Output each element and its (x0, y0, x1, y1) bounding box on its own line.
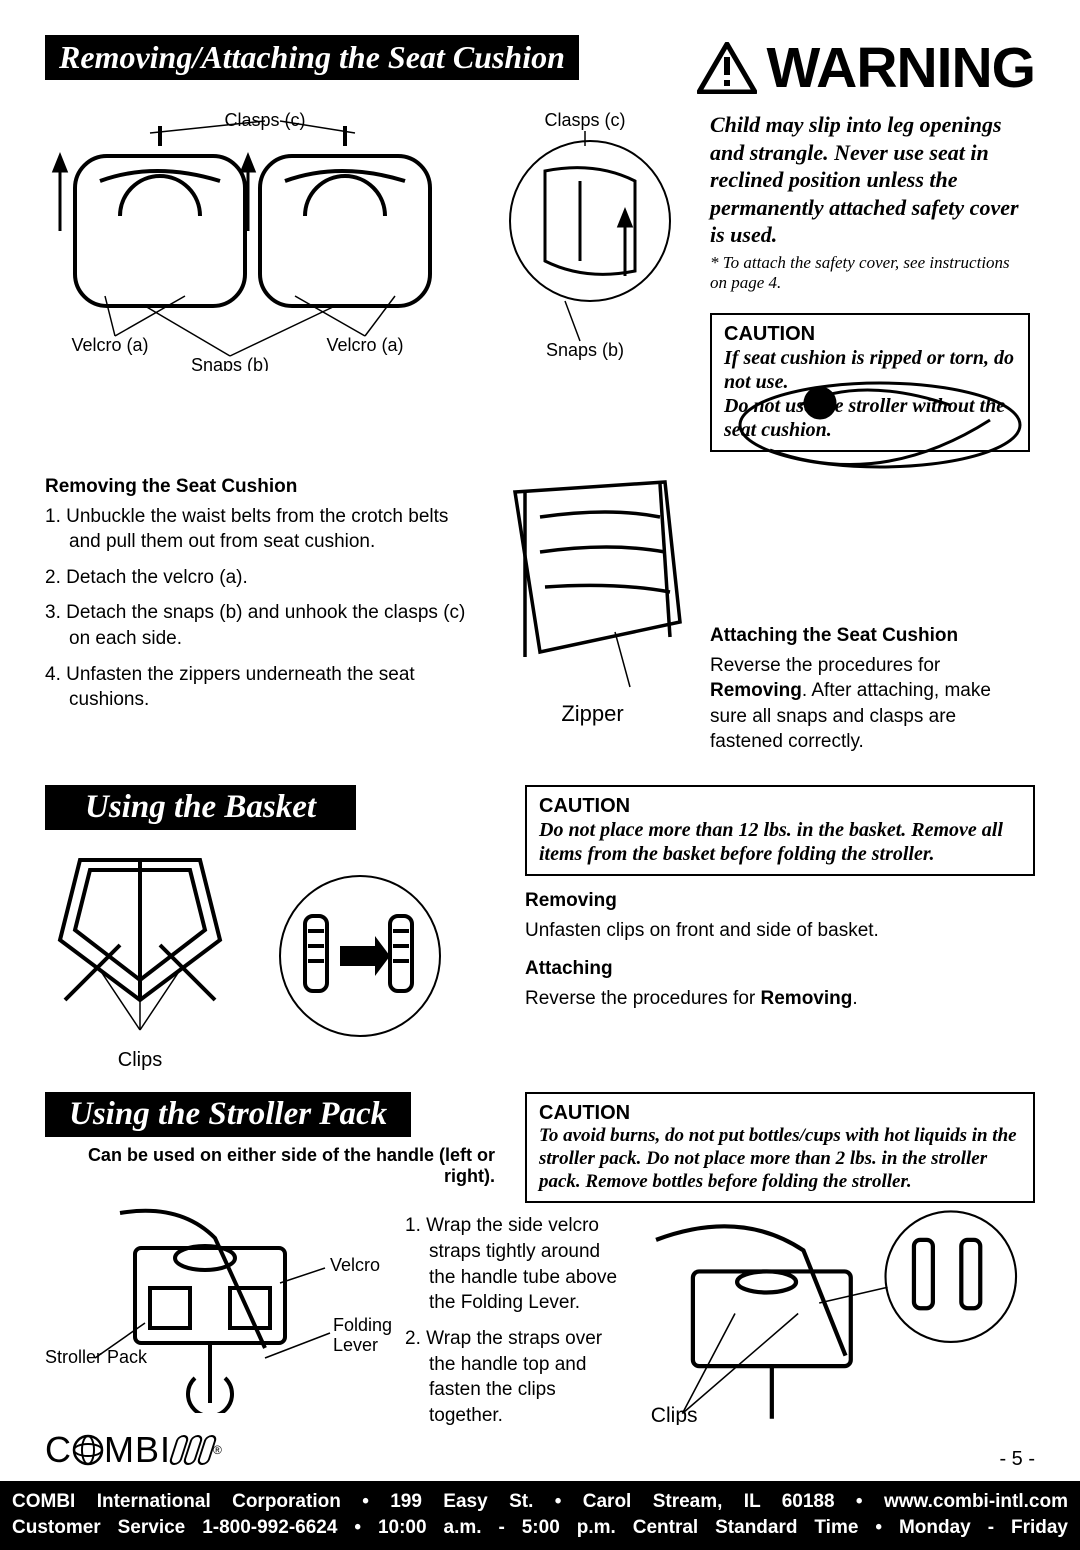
remove-step-3: 3. Detach the snaps (b) and unhook the c… (45, 600, 475, 651)
removing-heading: Removing the Seat Cushion (45, 476, 475, 498)
label-velcro: Velcro (330, 1255, 380, 1275)
remove-step-1: 1. Unbuckle the waist belts from the cro… (45, 504, 475, 555)
basket-removing-heading: Removing (525, 890, 1035, 912)
warning-triangle-icon (697, 42, 757, 94)
stroller-bottom-row: Velcro Folding Lever Stroller Pack 1. Wr… (45, 1203, 1035, 1438)
section1-mid-row: Removing the Seat Cushion 1. Unbuckle th… (45, 462, 1035, 756)
caution-box-2: CAUTION Do not place more than 12 lbs. i… (525, 785, 1035, 876)
basket-attaching-body: Reverse the procedures for Removing. (525, 986, 1035, 1012)
footer-line-2: Customer Service 1-800-992-6624 • 10:00 … (12, 1515, 1068, 1542)
caution-box-3: CAUTION To avoid burns, do not put bottl… (525, 1092, 1035, 1203)
either-side-note: Can be used on either side of the handle… (45, 1145, 505, 1187)
stroller-clips-svg: Clips (635, 1203, 1035, 1424)
label-velcro-a-1: Velcro (a) (71, 335, 148, 355)
label-velcro-a-2: Velcro (a) (326, 335, 403, 355)
caution-body-3: To avoid burns, do not put bottles/cups … (539, 1125, 1021, 1193)
caution-title-3: CAUTION (539, 1102, 1021, 1125)
clip-detail-svg (255, 871, 465, 1041)
caution-title-2: CAUTION (539, 795, 1021, 818)
label-clips-2: Clips (651, 1404, 698, 1424)
clasp-detail-svg: Clasps (c) Snaps (b) (485, 111, 700, 371)
clips-label: Clips (45, 1049, 235, 1072)
stroller-left-top: Using the Stroller Pack Can be used on e… (45, 1092, 505, 1203)
diagram-double-seat: Clasps (c) (45, 111, 475, 452)
caution-title-1: CAUTION (724, 323, 1016, 346)
diagram-clasp-detail: Clasps (c) Snaps (b) (485, 111, 700, 452)
attaching-column: Attaching the Seat Cushion Reverse the p… (710, 462, 1030, 756)
section3: Using the Stroller Pack Can be used on e… (45, 1092, 1035, 1439)
basket-svg (45, 840, 235, 1040)
logo-globe-icon (72, 1434, 104, 1466)
label-clasps-c-1: Clasps (c) (224, 111, 305, 130)
section3-title: Using the Stroller Pack (45, 1092, 411, 1137)
label-snaps-b-1: Snaps (b) (191, 355, 269, 371)
stroller-pack-svg: Velcro Folding Lever Stroller Pack (45, 1203, 395, 1413)
warning-block: WARNING (697, 35, 1035, 101)
basket-diagrams: Clips (45, 840, 505, 1072)
basket-removing-body: Unfasten clips on front and side of bask… (525, 918, 1035, 944)
footer-line-1: COMBI International Corporation • 199 Ea… (12, 1489, 1068, 1516)
warning-label: WARNING (767, 35, 1035, 101)
label-clasps-c-2: Clasps (c) (544, 111, 625, 130)
label-folding-lever-1: Folding (333, 1315, 392, 1335)
remove-step-4: 4. Unfasten the zippers underneath the s… (45, 662, 475, 713)
stroller-step-1: 1. Wrap the side velcro straps tightly a… (405, 1213, 625, 1316)
zipper-svg (485, 462, 700, 692)
label-folding-lever-2: Lever (333, 1335, 378, 1355)
combi-logo: CMBI® (45, 1429, 223, 1471)
remove-step-2: 2. Detach the velcro (a). (45, 565, 475, 591)
basket-right: CAUTION Do not place more than 12 lbs. i… (525, 785, 1035, 1072)
removing-list: 1. Unbuckle the waist belts from the cro… (45, 504, 475, 713)
basket-attaching-heading: Attaching (525, 958, 1035, 980)
section1-header-row: Removing/Attaching the Seat Cushion WARN… (45, 35, 1035, 101)
diagram-zipper: Zipper (485, 462, 700, 756)
caution-body-2: Do not place more than 12 lbs. in the ba… (539, 818, 1021, 866)
removing-column: Removing the Seat Cushion 1. Unbuckle th… (45, 462, 475, 756)
basket-left: Using the Basket (45, 785, 505, 1072)
stroller-step-2: 2. Wrap the straps over the handle top a… (405, 1326, 625, 1429)
section1-title: Removing/Attaching the Seat Cushion (45, 35, 579, 80)
page-number: - 5 - (999, 1448, 1035, 1471)
label-zipper: Zipper (485, 701, 700, 727)
label-stroller-pack: Stroller Pack (45, 1347, 148, 1367)
stroller-right-top: CAUTION To avoid burns, do not put bottl… (525, 1092, 1035, 1203)
section2: Using the Basket (45, 785, 1035, 1072)
stroller-pack-diagram: Velcro Folding Lever Stroller Pack (45, 1203, 395, 1418)
label-snaps-b-2: Snaps (b) (546, 340, 624, 360)
recline-svg (710, 355, 1030, 475)
attaching-body: Reverse the procedures for Removing. Aft… (710, 653, 1030, 756)
stroller-clips-diagram: Clips (635, 1203, 1035, 1429)
attaching-heading: Attaching the Seat Cushion (710, 625, 1030, 647)
warning-note: * To attach the safety cover, see instru… (710, 253, 1030, 293)
double-seat-svg: Clasps (c) (45, 111, 475, 371)
section2-title: Using the Basket (45, 785, 356, 830)
warning-paragraph: Child may slip into leg open­ings and st… (710, 111, 1030, 249)
stroller-steps: 1. Wrap the side velcro straps tightly a… (405, 1203, 625, 1438)
footer-bar: COMBI International Corporation • 199 Ea… (0, 1481, 1080, 1550)
